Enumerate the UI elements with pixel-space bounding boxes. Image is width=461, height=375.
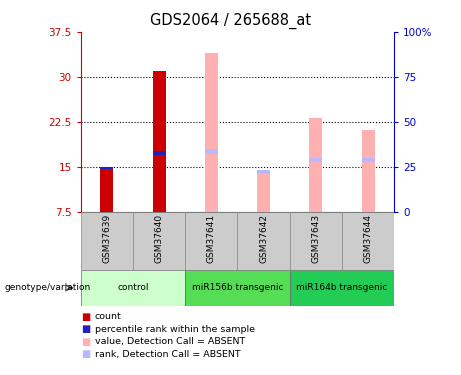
Text: GSM37640: GSM37640: [154, 213, 164, 262]
Bar: [290, 212, 342, 270]
Bar: [100, 167, 113, 169]
Text: GDS2064 / 265688_at: GDS2064 / 265688_at: [150, 13, 311, 29]
Bar: [153, 151, 165, 155]
Bar: [81, 270, 185, 306]
Bar: [342, 212, 394, 270]
Bar: [81, 212, 133, 270]
Text: control: control: [117, 284, 148, 292]
Bar: [185, 212, 237, 270]
Text: ■: ■: [81, 337, 90, 346]
Bar: [309, 158, 322, 162]
Text: miR164b transgenic: miR164b transgenic: [296, 284, 388, 292]
Text: GSM37641: GSM37641: [207, 213, 216, 262]
Bar: [205, 150, 218, 154]
Bar: [257, 170, 270, 174]
Bar: [185, 270, 290, 306]
Text: ■: ■: [81, 324, 90, 334]
Text: GSM37643: GSM37643: [311, 213, 320, 262]
Bar: [257, 171, 270, 212]
Text: GSM37642: GSM37642: [259, 213, 268, 262]
Bar: [361, 158, 374, 162]
Bar: [290, 270, 394, 306]
Bar: [309, 118, 322, 212]
Bar: [133, 212, 185, 270]
Text: value, Detection Call = ABSENT: value, Detection Call = ABSENT: [95, 337, 245, 346]
Text: percentile rank within the sample: percentile rank within the sample: [95, 325, 254, 334]
Text: count: count: [95, 312, 121, 321]
Text: GSM37644: GSM37644: [364, 213, 372, 262]
Text: GSM37639: GSM37639: [102, 213, 111, 262]
Bar: [237, 212, 290, 270]
Bar: [361, 130, 374, 212]
Text: ■: ■: [81, 349, 90, 359]
Bar: [205, 53, 218, 212]
Bar: [153, 71, 165, 212]
Text: genotype/variation: genotype/variation: [5, 284, 91, 292]
Bar: [100, 168, 113, 212]
Text: miR156b transgenic: miR156b transgenic: [192, 284, 283, 292]
Text: ■: ■: [81, 312, 90, 322]
Text: rank, Detection Call = ABSENT: rank, Detection Call = ABSENT: [95, 350, 240, 358]
